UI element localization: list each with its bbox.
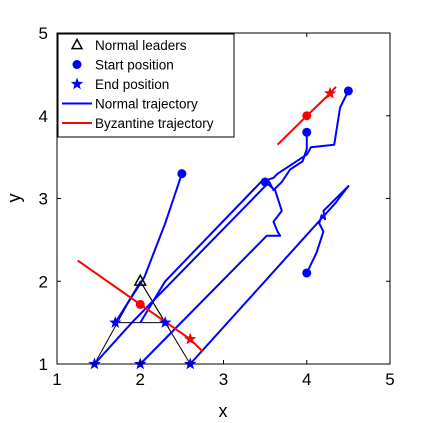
legend-dot-icon — [72, 60, 82, 69]
legend-label: Normal leaders — [95, 38, 187, 53]
y-tick-label: 2 — [39, 272, 48, 291]
y-tick-label: 5 — [39, 24, 48, 43]
normal-trajectory-0 — [114, 173, 183, 324]
leader-marker — [133, 273, 147, 286]
normal-trajectory-3 — [139, 181, 283, 365]
end-position-marker — [184, 357, 197, 370]
byzantine-start-marker — [302, 111, 312, 121]
legend-box — [57, 33, 235, 138]
y-axis-label: y — [4, 194, 24, 203]
legend-star-icon — [70, 77, 84, 90]
legend-label: Start position — [95, 58, 174, 73]
legend: Normal leaders Start position End position… — [57, 33, 235, 138]
normal-trajectory-1 — [139, 90, 350, 324]
byzantine-end-marker — [184, 332, 197, 345]
x-tick-label: 2 — [136, 370, 145, 389]
legend-triangle-icon — [70, 37, 84, 50]
byzantine-trajectory-6 — [276, 86, 337, 146]
axis-ticks: 1 2 3 4 5 1 2 3 4 5 — [39, 24, 395, 389]
end-position-marker — [109, 316, 122, 328]
x-tick-label: 3 — [219, 370, 228, 389]
normal-trajectory-4 — [189, 185, 350, 365]
legend-label: Byzantine trajectory — [95, 116, 214, 131]
start-position-marker — [302, 268, 312, 278]
legend-label: Normal trajectory — [95, 97, 198, 112]
plot-area — [77, 86, 353, 370]
start-position-marker — [302, 127, 312, 137]
legend-label: End position — [95, 77, 169, 92]
x-tick-label: 5 — [385, 370, 394, 389]
x-tick-label: 4 — [302, 370, 311, 389]
y-tick-label: 3 — [39, 190, 48, 209]
byzantine-start-marker — [135, 299, 145, 309]
normal-trajectory-2 — [93, 132, 308, 365]
x-tick-label: 1 — [52, 370, 61, 389]
y-tick-label: 4 — [39, 107, 48, 126]
byzantine-end-marker — [323, 86, 337, 99]
x-axis-label: x — [219, 401, 228, 421]
y-tick-label: 1 — [39, 355, 48, 374]
start-position-marker — [177, 169, 187, 179]
start-position-marker — [260, 177, 270, 187]
start-position-marker — [343, 86, 353, 96]
end-position-marker — [159, 316, 172, 328]
end-position-marker — [88, 357, 101, 370]
